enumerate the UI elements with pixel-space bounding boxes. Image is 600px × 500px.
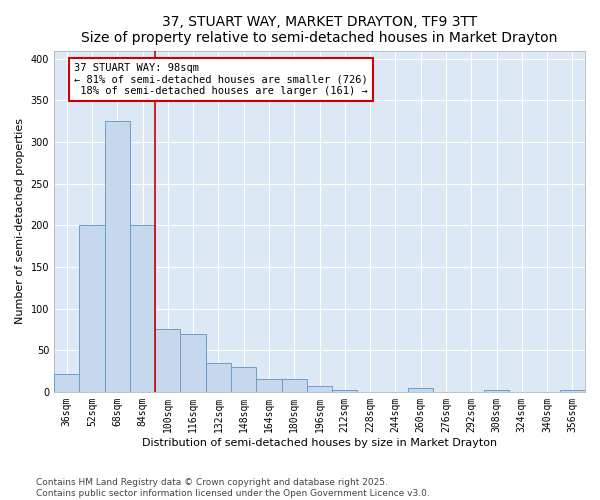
Text: 37 STUART WAY: 98sqm
← 81% of semi-detached houses are smaller (726)
 18% of sem: 37 STUART WAY: 98sqm ← 81% of semi-detac… (74, 63, 368, 96)
X-axis label: Distribution of semi-detached houses by size in Market Drayton: Distribution of semi-detached houses by … (142, 438, 497, 448)
Bar (560, 390, 585, 392)
Bar (281, 380, 307, 392)
Bar (307, 386, 332, 392)
Text: Contains HM Land Registry data © Crown copyright and database right 2025.
Contai: Contains HM Land Registry data © Crown c… (36, 478, 430, 498)
Bar (104, 122, 130, 392)
Bar (54, 374, 79, 392)
Bar (408, 388, 433, 392)
Y-axis label: Number of semi-detached properties: Number of semi-detached properties (15, 118, 25, 324)
Bar (231, 367, 256, 392)
Title: 37, STUART WAY, MARKET DRAYTON, TF9 3TT
Size of property relative to semi-detach: 37, STUART WAY, MARKET DRAYTON, TF9 3TT … (82, 15, 558, 45)
Bar (484, 390, 509, 392)
Bar (155, 330, 181, 392)
Bar (256, 380, 281, 392)
Bar (181, 334, 206, 392)
Bar (79, 226, 104, 392)
Bar (130, 226, 155, 392)
Bar (332, 390, 358, 392)
Bar (206, 362, 231, 392)
